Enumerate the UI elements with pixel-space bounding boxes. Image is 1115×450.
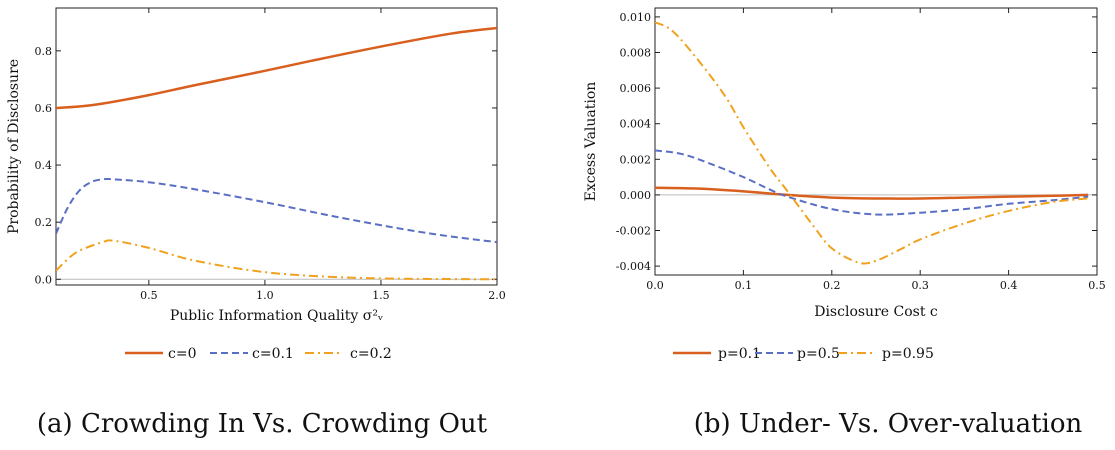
pa-legend-label: c=0.2: [350, 346, 392, 362]
pa-ytick-label: 0.2: [35, 216, 53, 229]
pb-legend-label: p=0.1: [718, 346, 761, 362]
panel-b: 0.0 0.1 0.2 0.3 0.4 0.5 -0.004 -0.002 0.000 0.002…: [583, 7, 1106, 362]
pb-xtick-label: 0.2: [823, 279, 841, 292]
pb-x-axis-title: Disclosure Cost c: [814, 304, 938, 320]
pa-legend-label: c=0: [168, 346, 196, 362]
pa-ytick-label: 0.0: [35, 273, 53, 286]
pb-ytick-label: 0.004: [620, 118, 652, 131]
caption-a: (a) Crowding In Vs. Crowding Out: [37, 409, 488, 439]
pa-ytick-label: 0.4: [35, 159, 53, 172]
pa-frame: [55, 7, 498, 286]
pb-xtick-label: 0.3: [911, 279, 929, 292]
pa-xtick-label: 2.0: [488, 289, 506, 302]
pb-legend-label: p=0.95: [882, 346, 934, 362]
pa-legend-label: c=0.1: [252, 346, 294, 362]
pa-ytick-label: 0.8: [35, 45, 53, 58]
pb-xtick-label: 0.1: [735, 279, 753, 292]
pb-legend-label: p=0.5: [797, 346, 840, 362]
pa-ytick-label: 0.6: [35, 102, 53, 115]
pa-series-3-line: [56, 239, 497, 281]
pa-y-axis-title: Probability of Disclosure: [6, 59, 22, 234]
pb-ytick-label: -0.004: [616, 260, 651, 273]
pb-ytick-label: 0.010: [620, 11, 652, 24]
pb-ytick-label: 0.008: [620, 47, 652, 60]
pb-series-1-line: [655, 186, 1089, 200]
pa-xtick-label: 1.0: [256, 289, 274, 302]
pb-ytick-label: 0.006: [620, 82, 652, 95]
pb-ytick-label: -0.002: [616, 225, 651, 238]
pb-y-axis-title: Excess Valuation: [583, 82, 599, 202]
pa-x-axis-title: Public Information Quality σ²ᵥ: [170, 308, 383, 324]
pa-series-1-line: [56, 26, 497, 110]
panel-a: 0.5 1.0 1.5 2.0 0.0 0.2 0.4 0.6 0.8 Public Inform…: [6, 7, 506, 362]
pb-xtick-label: 0.0: [646, 279, 664, 292]
pb-ytick-label: 0.000: [620, 189, 652, 202]
pb-xtick-label: 0.4: [1000, 279, 1018, 292]
pb-xtick-label: 0.5: [1088, 279, 1106, 292]
caption-b: (b) Under- Vs. Over-valuation: [694, 409, 1083, 439]
pb-series-3-line: [655, 21, 1089, 265]
pa-series-2-line: [56, 177, 497, 244]
pb-series-2-line: [655, 149, 1089, 216]
pb-frame: [654, 7, 1098, 276]
pa-xtick-label: 1.5: [372, 289, 390, 302]
pa-xtick-label: 0.5: [140, 289, 158, 302]
pb-ytick-label: 0.002: [620, 153, 652, 166]
